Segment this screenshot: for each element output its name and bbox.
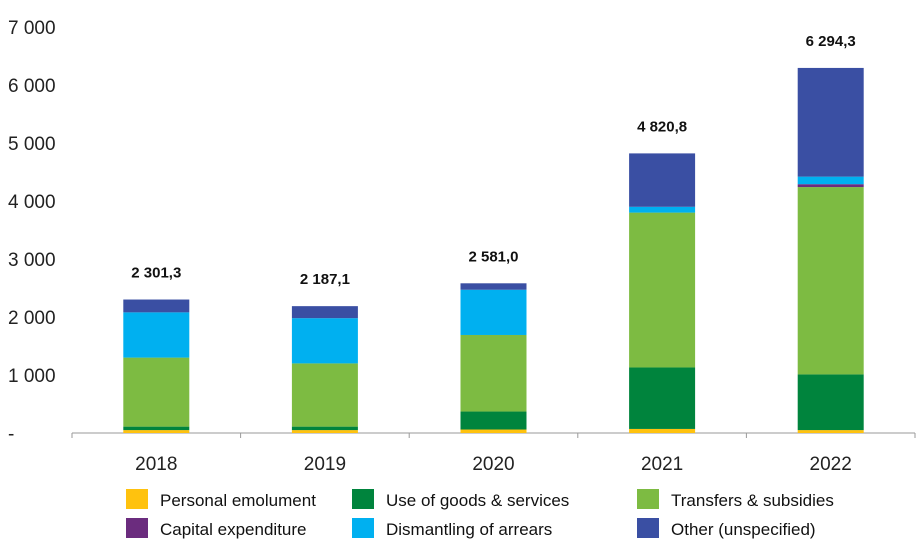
bar-segment-personal-emolument xyxy=(291,430,358,433)
bar-total-label: 2 301,3 xyxy=(131,265,181,282)
bar-segment-other-unspecified xyxy=(123,299,190,313)
legend-swatch-use-of-goods-services xyxy=(352,489,374,509)
bar-segment-transfers-subsidies xyxy=(629,212,696,368)
bar-segment-dismantling-of-arrears xyxy=(460,289,527,335)
bar-segment-other-unspecified xyxy=(291,306,358,319)
bar-segment-use-of-goods-services xyxy=(629,367,696,429)
bar-total-label: 2 187,1 xyxy=(300,271,350,288)
bar-segment-transfers-subsidies xyxy=(123,357,190,427)
legend-swatch-capital-expenditure xyxy=(126,518,148,538)
y-tick-label: 5 000 xyxy=(8,134,56,155)
bar-total-label: 4 820,8 xyxy=(637,118,687,135)
legend-label-other-unspecified: Other (unspecified) xyxy=(671,520,816,539)
bar-total-label: 2 581,0 xyxy=(468,248,518,265)
legend-swatch-personal-emolument xyxy=(126,489,148,509)
y-tick-label: 7 000 xyxy=(8,18,56,39)
bar-segment-personal-emolument xyxy=(123,430,190,433)
bar-segment-dismantling-of-arrears xyxy=(291,318,358,364)
bar-segment-personal-emolument xyxy=(797,430,864,433)
legend-swatch-transfers-subsidies xyxy=(637,489,659,509)
bar-total-label: 6 294,3 xyxy=(806,33,856,50)
legend-label-capital-expenditure: Capital expenditure xyxy=(160,520,306,539)
y-tick-label: 2 000 xyxy=(8,308,56,329)
x-tick-label: 2019 xyxy=(304,454,346,475)
bar-segment-transfers-subsidies xyxy=(797,187,864,375)
bar-segment-use-of-goods-services xyxy=(797,374,864,431)
x-tick-label: 2021 xyxy=(641,454,683,475)
x-tick-label: 2020 xyxy=(472,454,514,475)
bar-segment-other-unspecified xyxy=(460,283,527,290)
bars xyxy=(123,67,864,433)
x-axis: 2018 2019 2020 2021 2022 xyxy=(71,432,916,475)
bar-segment-use-of-goods-services xyxy=(460,411,527,430)
y-tick-label: 4 000 xyxy=(8,192,56,213)
bar-segment-other-unspecified xyxy=(629,153,696,207)
bar-segment-personal-emolument xyxy=(460,429,527,433)
y-axis: - 1 000 2 000 3 000 4 000 5 000 6 000 7 000 xyxy=(8,18,56,445)
y-tick-label: 6 000 xyxy=(8,76,56,97)
legend-label-dismantling-of-arrears: Dismantling of arrears xyxy=(386,520,552,539)
y-tick-label: 1 000 xyxy=(8,366,56,387)
bar-segment-personal-emolument xyxy=(629,428,696,433)
legend: Personal emolument Use of goods & service… xyxy=(126,489,834,539)
bar-segment-capital-expenditure xyxy=(797,184,864,188)
bar-segment-other-unspecified xyxy=(797,67,864,177)
bar-segment-use-of-goods-services xyxy=(123,426,190,431)
y-tick-label: 3 000 xyxy=(8,250,56,271)
x-tick-label: 2018 xyxy=(135,454,177,475)
x-tick-label: 2022 xyxy=(810,454,852,475)
legend-label-use-of-goods-services: Use of goods & services xyxy=(386,491,569,510)
legend-swatch-other-unspecified xyxy=(637,518,659,538)
y-tick-label: - xyxy=(8,424,14,445)
bar-segment-use-of-goods-services xyxy=(291,426,358,431)
bar-segment-dismantling-of-arrears xyxy=(123,312,190,358)
bar-segment-dismantling-of-arrears xyxy=(629,206,696,213)
total-labels: 2 301,3 2 187,1 2 581,0 4 820,8 6 294,3 xyxy=(131,33,855,288)
bar-segment-transfers-subsidies xyxy=(460,334,527,412)
legend-label-personal-emolument: Personal emolument xyxy=(160,491,316,510)
legend-swatch-dismantling-of-arrears xyxy=(352,518,374,538)
legend-label-transfers-subsidies: Transfers & subsidies xyxy=(671,491,834,510)
bar-segment-transfers-subsidies xyxy=(291,363,358,427)
bar-segment-dismantling-of-arrears xyxy=(797,176,864,185)
